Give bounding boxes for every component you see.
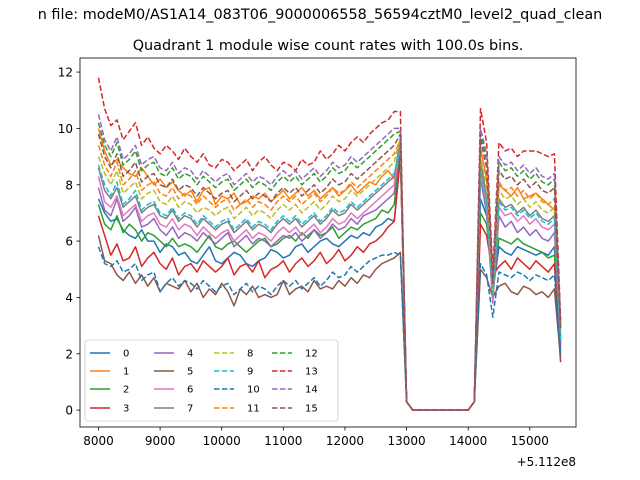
x-offset-label: +5.112e8 bbox=[517, 455, 576, 469]
legend-label: 5 bbox=[187, 367, 193, 378]
legend-label: 14 bbox=[305, 385, 318, 396]
legend-entry-11: 11 bbox=[214, 404, 260, 415]
x-axis: 8000 9000 10000 11000 12000 13000 14000 15000 bbox=[83, 427, 549, 448]
series-line-6 bbox=[97, 141, 562, 411]
legend-entry-15: 15 bbox=[272, 404, 318, 415]
legend-label: 3 bbox=[123, 404, 129, 415]
x-tick-label: 9000 bbox=[145, 434, 176, 448]
series-line-15 bbox=[97, 133, 562, 411]
y-tick-label: 8 bbox=[65, 178, 73, 192]
axes-frame bbox=[79, 57, 577, 428]
legend-label: 1 bbox=[123, 367, 129, 378]
series-line-10 bbox=[97, 246, 562, 411]
legend-label: 4 bbox=[187, 349, 193, 360]
y-tick-label: 12 bbox=[58, 66, 73, 80]
series-line-5 bbox=[97, 235, 562, 411]
legend-entry-12: 12 bbox=[272, 349, 318, 360]
legend-label: 10 bbox=[247, 385, 260, 396]
legend-entry-9: 9 bbox=[214, 367, 253, 378]
legend-entry-7: 7 bbox=[154, 404, 193, 415]
legend-entry-14: 14 bbox=[272, 385, 318, 396]
legend-label: 12 bbox=[305, 349, 318, 360]
x-tick-label: 8000 bbox=[83, 434, 114, 448]
series-line-8 bbox=[97, 136, 562, 411]
series-line-0 bbox=[97, 155, 562, 411]
legend-entry-3: 3 bbox=[90, 404, 129, 415]
legend-label: 9 bbox=[247, 367, 253, 378]
y-axis: 0 2 4 6 8 10 12 bbox=[58, 66, 80, 418]
series-layer bbox=[97, 77, 562, 411]
series-line-12 bbox=[97, 122, 562, 411]
series-line-9 bbox=[97, 147, 562, 411]
legend-entry-1: 1 bbox=[90, 367, 129, 378]
legend-label: 8 bbox=[247, 349, 253, 360]
x-tick-label: 10000 bbox=[203, 434, 241, 448]
series-line-11 bbox=[97, 138, 562, 411]
x-tick-label: 15000 bbox=[511, 434, 549, 448]
series-line-3 bbox=[97, 155, 562, 411]
series-line-14 bbox=[97, 114, 562, 411]
legend-box bbox=[84, 339, 339, 422]
legend-entry-2: 2 bbox=[90, 385, 129, 396]
series-line-4 bbox=[97, 138, 562, 411]
legend-entry-5: 5 bbox=[154, 367, 193, 378]
chart-title: Quadrant 1 module wise count rates with … bbox=[133, 38, 524, 54]
x-tick-label: 12000 bbox=[326, 434, 364, 448]
legend-label: 0 bbox=[123, 349, 129, 360]
y-tick-label: 6 bbox=[65, 235, 73, 249]
legend-label: 13 bbox=[305, 367, 318, 378]
legend-entry-6: 6 bbox=[154, 385, 193, 396]
x-tick-label: 14000 bbox=[449, 434, 487, 448]
figure-suptitle: n file: modeM0/AS1A14_083T06_9000006558_… bbox=[38, 7, 603, 23]
legend-entry-8: 8 bbox=[214, 349, 253, 360]
x-tick-label: 13000 bbox=[387, 434, 425, 448]
y-tick-label: 10 bbox=[58, 122, 73, 136]
legend-label: 2 bbox=[123, 385, 129, 396]
x-tick-label: 11000 bbox=[264, 434, 302, 448]
series-line-13 bbox=[97, 77, 562, 411]
y-tick-label: 2 bbox=[65, 347, 73, 361]
series-line-7 bbox=[97, 138, 562, 411]
legend-entry-13: 13 bbox=[272, 367, 318, 378]
legend-label: 7 bbox=[187, 404, 193, 415]
legend-label: 6 bbox=[187, 385, 193, 396]
legend-entry-4: 4 bbox=[154, 349, 193, 360]
legend-label: 11 bbox=[247, 404, 260, 415]
legend-entry-0: 0 bbox=[90, 349, 129, 360]
series-line-2 bbox=[97, 144, 562, 411]
y-tick-label: 0 bbox=[65, 404, 73, 418]
legend-entry-10: 10 bbox=[214, 385, 260, 396]
y-tick-label: 4 bbox=[65, 291, 73, 305]
legend-label: 15 bbox=[305, 404, 318, 415]
